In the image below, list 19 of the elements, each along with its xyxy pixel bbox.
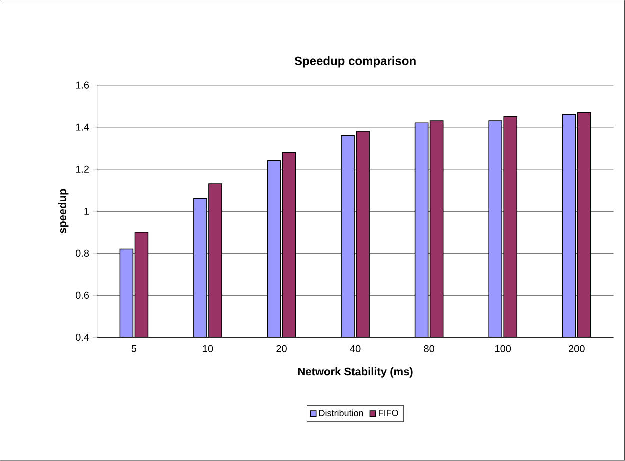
y-axis-title: speedup (58, 189, 69, 234)
y-tick-label: 1 (84, 208, 90, 215)
y-tick-label: 1.2 (76, 166, 89, 173)
y-tick-label: 1.4 (76, 124, 90, 131)
x-tick-label: 200 (569, 345, 585, 352)
y-tick-label: 0.4 (76, 334, 90, 342)
x-tick-label: 100 (496, 345, 512, 352)
y-tick-label: 0.6 (76, 292, 90, 300)
y-tick-label: 1.6 (76, 82, 90, 89)
x-tick-label: 80 (424, 345, 434, 352)
x-tick-label: 10 (203, 345, 214, 352)
x-tick-label: 40 (350, 345, 361, 352)
x-tick-label: 5 (132, 345, 137, 352)
legend-label: FIFO (379, 410, 398, 416)
y-tick-label: 0.8 (76, 250, 90, 258)
chart-title: Speedup comparison (294, 56, 416, 68)
legend-label: Distribution (319, 410, 364, 417)
x-axis-title: Network Stability (ms) (298, 368, 413, 378)
x-tick-label: 20 (276, 345, 287, 352)
